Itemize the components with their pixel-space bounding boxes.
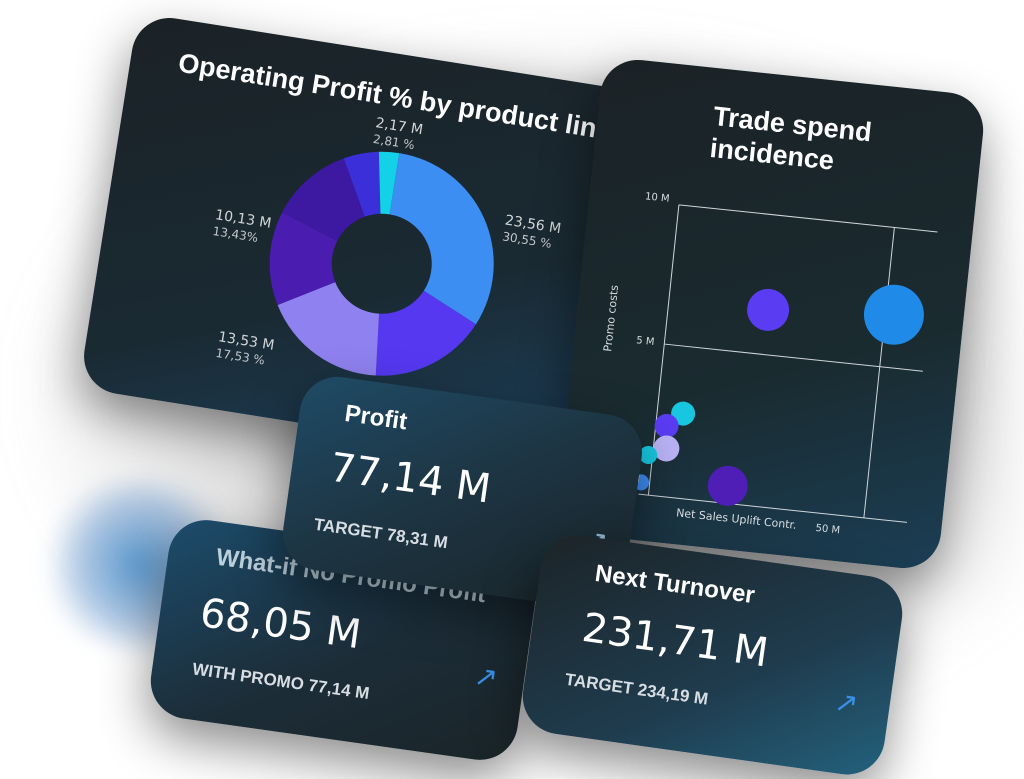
y-tick-10m: 10 M [644,191,670,205]
trade-spend-card: Trade spend incidence Promo costs Net Sa… [554,56,987,572]
scatter-grid [638,204,938,523]
x-axis-label: Net Sales Uplift Contr. [676,506,798,532]
trade-card-title: Trade spend incidence [708,100,873,180]
donut-slice-4[interactable] [262,212,345,314]
donut-slice-6[interactable] [335,146,390,219]
scatter-point-6[interactable] [638,445,658,465]
gridline-50m [863,227,895,518]
scatter-point-1[interactable] [861,282,927,348]
scatter-point-5[interactable] [652,434,681,463]
next-label: Next Turnover [593,560,757,610]
scatter-point-4[interactable] [653,413,679,439]
scatter-point-2[interactable] [745,287,791,333]
x-tick-50m: 50 M [815,523,841,537]
next-value: 231,71 M [579,604,772,677]
y-axis-label: Promo costs [601,284,621,352]
whatif-value: 68,05 M [197,590,364,659]
donut-slice-7[interactable] [369,150,400,215]
y-axis-line [647,204,680,496]
operating-profit-card: Operating Profit % by product line 23,56… [78,12,667,472]
scatter-points [633,282,927,508]
donut-slice-1[interactable] [375,153,510,326]
x-axis-line [638,493,908,523]
y-tick-5m: 5 M [636,335,655,348]
donut-slice-3[interactable] [269,274,389,376]
donut-slice-5[interactable] [279,150,373,244]
next-sub: TARGET 234,19 M [563,669,710,709]
gridline-5m [664,343,923,372]
profit-sub: TARGET 78,31 M [312,514,449,553]
whatif-arrow-icon[interactable]: ↗ [472,658,500,695]
scatter-point-8[interactable] [706,464,750,508]
next-arrow-icon[interactable]: ↗ [832,684,861,721]
scatter-point-3[interactable] [670,400,696,426]
whatif-sub: WITH PROMO 77,14 M [191,659,371,704]
scatter-chart: Promo costs Net Sales Uplift Contr. 10 M… [601,191,938,537]
donut-chart [262,146,510,389]
donut-slice-2[interactable] [369,284,479,389]
profit-value: 77,14 M [327,444,494,513]
gridline-10m [678,204,938,233]
profit-label: Profit [342,399,409,436]
